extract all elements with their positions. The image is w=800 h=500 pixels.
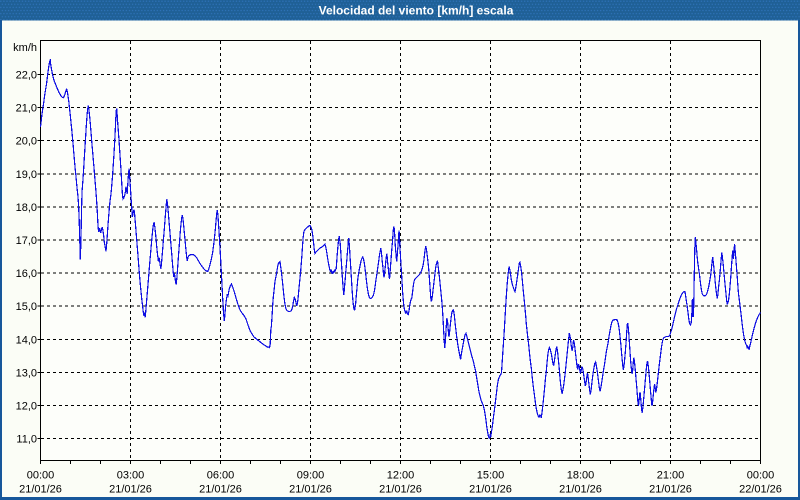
svg-text:18,0: 18,0 — [16, 202, 37, 214]
svg-text:21/01/26: 21/01/26 — [559, 484, 602, 496]
svg-text:km/h: km/h — [13, 42, 37, 54]
svg-text:21/01/26: 21/01/26 — [199, 484, 242, 496]
svg-text:22/01/26: 22/01/26 — [739, 484, 782, 496]
svg-text:17,0: 17,0 — [16, 235, 37, 247]
svg-text:12:00: 12:00 — [387, 470, 415, 482]
svg-text:14,0: 14,0 — [16, 334, 37, 346]
svg-text:16,0: 16,0 — [16, 268, 37, 280]
svg-text:12,0: 12,0 — [16, 401, 37, 413]
svg-text:21/01/26: 21/01/26 — [649, 484, 692, 496]
svg-text:15:00: 15:00 — [477, 470, 505, 482]
svg-text:20,0: 20,0 — [16, 136, 37, 148]
svg-text:19,0: 19,0 — [16, 169, 37, 181]
svg-text:22,0: 22,0 — [16, 70, 37, 82]
svg-text:21/01/26: 21/01/26 — [289, 484, 332, 496]
svg-text:15,0: 15,0 — [16, 301, 37, 313]
svg-text:21:00: 21:00 — [657, 470, 685, 482]
svg-text:06:00: 06:00 — [207, 470, 235, 482]
svg-text:21/01/26: 21/01/26 — [469, 484, 512, 496]
svg-text:00:00: 00:00 — [747, 470, 775, 482]
svg-text:00:00: 00:00 — [27, 470, 55, 482]
svg-text:11,0: 11,0 — [16, 434, 37, 446]
svg-text:21/01/26: 21/01/26 — [379, 484, 422, 496]
svg-text:03:00: 03:00 — [117, 470, 145, 482]
svg-text:21,0: 21,0 — [16, 103, 37, 115]
svg-text:21/01/26: 21/01/26 — [109, 484, 152, 496]
svg-text:09:00: 09:00 — [297, 470, 325, 482]
svg-text:Velocidad del viento [km/h] es: Velocidad del viento [km/h] escala — [319, 4, 514, 18]
svg-text:13,0: 13,0 — [16, 367, 37, 379]
svg-text:21/01/26: 21/01/26 — [19, 484, 62, 496]
svg-text:18:00: 18:00 — [567, 470, 595, 482]
